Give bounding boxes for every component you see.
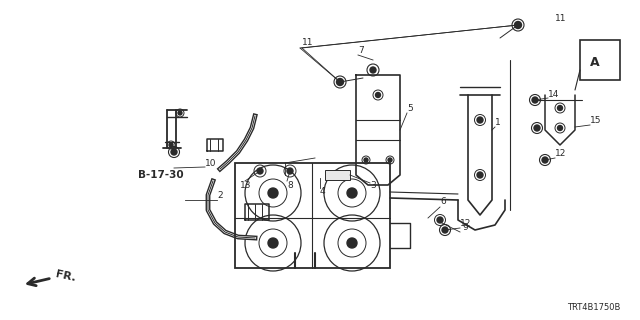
Circle shape [178, 111, 182, 115]
Circle shape [477, 117, 483, 123]
Circle shape [268, 238, 278, 248]
Text: 15: 15 [590, 116, 602, 124]
Circle shape [347, 188, 357, 198]
Text: 14: 14 [548, 90, 559, 99]
Circle shape [542, 157, 548, 163]
Circle shape [437, 217, 443, 223]
Circle shape [171, 149, 177, 155]
Bar [235, 163, 390, 268]
Text: 12: 12 [555, 148, 566, 157]
Circle shape [442, 227, 448, 233]
Text: 10: 10 [205, 158, 216, 167]
Text: 3: 3 [370, 180, 376, 189]
Circle shape [337, 78, 344, 85]
Text: B-17-30: B-17-30 [138, 170, 184, 180]
Circle shape [169, 143, 173, 147]
Text: 11: 11 [302, 37, 314, 46]
Circle shape [557, 106, 563, 110]
Text: 2: 2 [217, 191, 223, 201]
Circle shape [557, 125, 563, 131]
Circle shape [287, 168, 293, 174]
Text: TRT4B1750B: TRT4B1750B [566, 303, 620, 312]
Circle shape [477, 172, 483, 178]
Text: 13: 13 [240, 180, 252, 189]
Circle shape [376, 92, 381, 98]
Circle shape [534, 125, 540, 131]
Text: 6: 6 [440, 197, 445, 206]
Circle shape [532, 97, 538, 103]
Circle shape [370, 67, 376, 73]
Text: 11: 11 [555, 13, 566, 22]
Circle shape [268, 188, 278, 198]
Circle shape [257, 168, 263, 174]
Text: FR.: FR. [55, 269, 77, 283]
Circle shape [364, 158, 368, 162]
Circle shape [515, 21, 522, 28]
Circle shape [388, 158, 392, 162]
Text: 8: 8 [287, 180, 292, 189]
Text: 4: 4 [320, 187, 326, 196]
Bar [580, 40, 620, 80]
Text: 5: 5 [407, 103, 413, 113]
Bar [325, 170, 350, 180]
Circle shape [347, 238, 357, 248]
Text: 12: 12 [460, 220, 472, 228]
Text: 7: 7 [358, 45, 364, 54]
Text: A: A [590, 55, 600, 68]
Text: 1: 1 [495, 117, 500, 126]
Text: 9: 9 [462, 223, 468, 233]
